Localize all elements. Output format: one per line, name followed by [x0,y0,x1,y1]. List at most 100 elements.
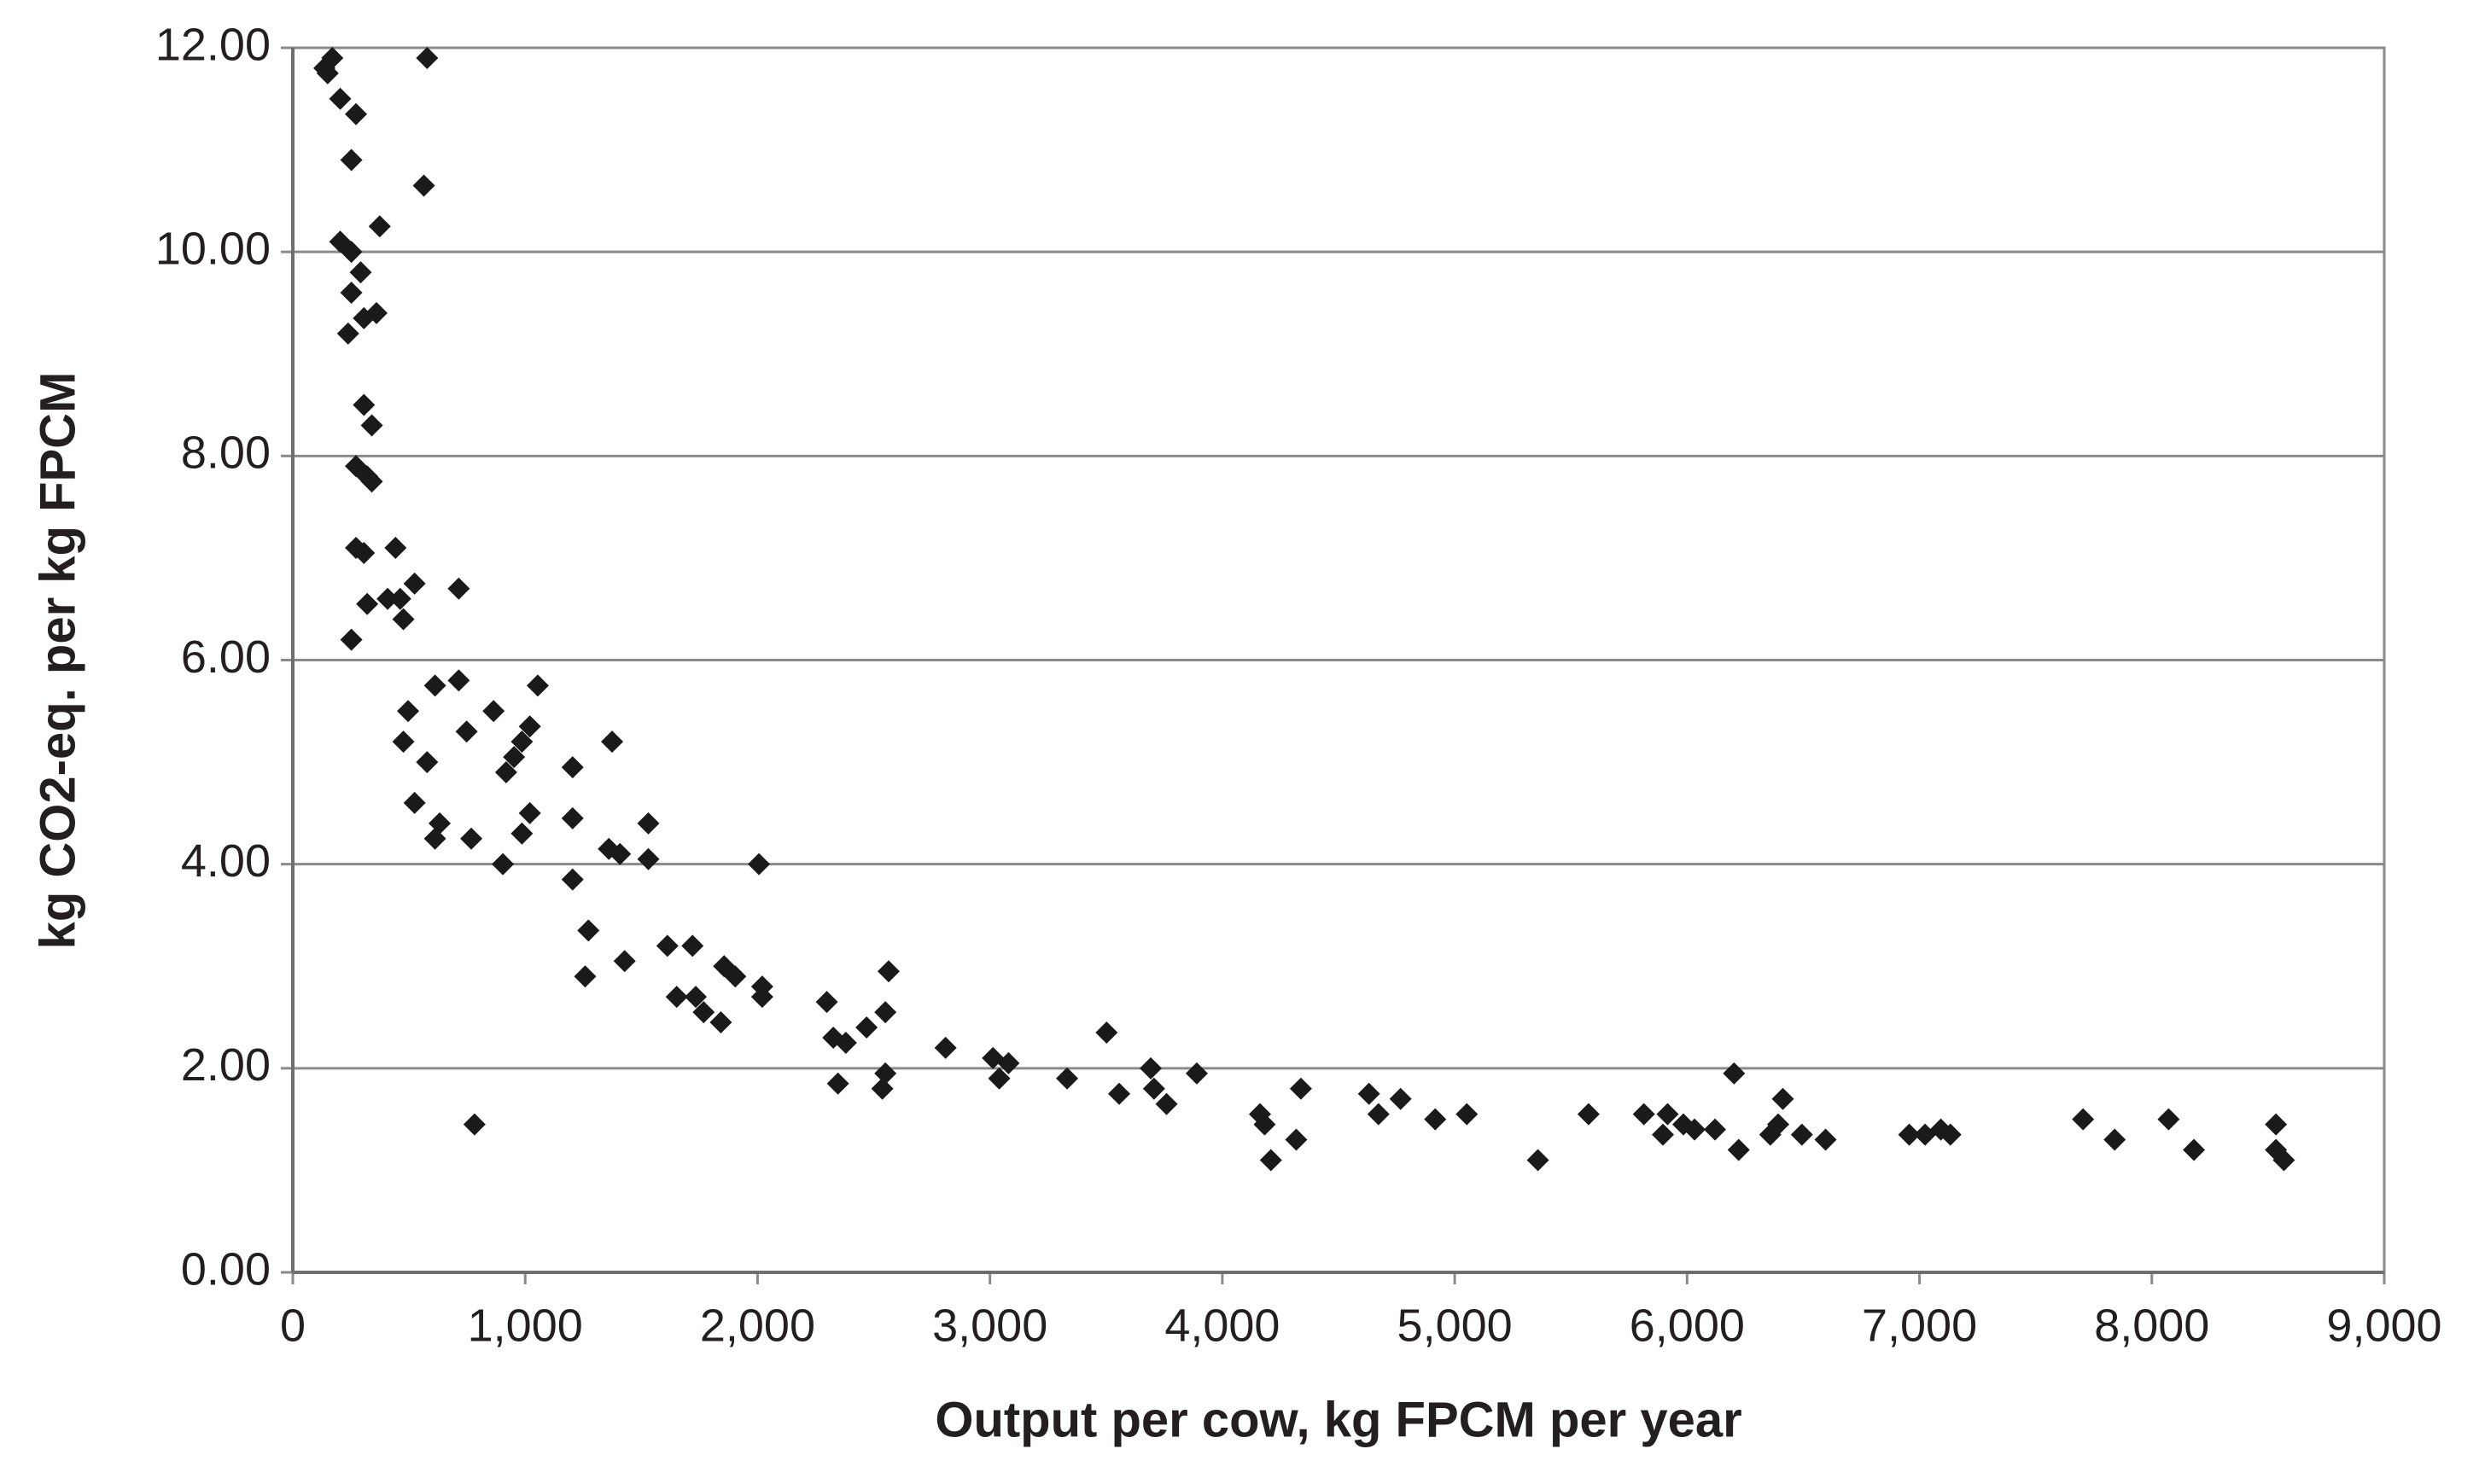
scatter-point [815,991,838,1014]
scatter-point [2072,1108,2095,1131]
scatter-point [574,965,597,988]
scatter-point [397,700,420,723]
x-tick-label: 6,000 [1630,1300,1745,1351]
x-tick-label: 3,000 [932,1300,1047,1351]
scatter-point [834,1031,857,1054]
scatter-point [1704,1118,1726,1141]
scatter-point [1357,1082,1380,1105]
scatter-point [494,761,517,784]
scatter-point [1056,1067,1079,1090]
scatter-point [510,730,534,754]
x-tick-label: 9,000 [2326,1300,2441,1351]
scatter-point [2272,1149,2295,1172]
scatter-point [353,306,376,329]
scatter-point [360,470,383,493]
scatter-point [1898,1123,1921,1146]
scatter-point [1652,1123,1675,1146]
scatter-point [412,174,435,197]
scatter-point [447,669,470,692]
scatter-point [503,746,526,769]
scatter-point [392,730,415,754]
scatter-point [510,822,534,845]
y-tick-label: 0.00 [181,1243,271,1295]
y-tick-label: 4.00 [181,835,271,887]
scatter-point [637,847,660,870]
scatter-point [1259,1149,1282,1172]
scatter-point [1455,1103,1479,1126]
x-tick-label: 5,000 [1397,1300,1513,1351]
scatter-point [353,393,376,416]
x-axis-title: Output per cow, kg FPCM per year [935,1392,1741,1447]
scatter-point [340,282,363,304]
scatter-point [613,950,636,973]
scatter-point [1632,1103,1655,1126]
scatter-point [353,541,376,564]
scatter-point [518,801,541,824]
scatter-point [1771,1087,1794,1110]
scatter-point [692,1001,715,1024]
scatter-point [2183,1138,2206,1161]
scatter-point [349,261,372,284]
scatter-point [1389,1087,1412,1110]
scatter-point [368,215,391,238]
scatter-point [1577,1103,1600,1126]
scatter-point [340,241,363,264]
scatter-point [748,853,771,876]
scatter-point [384,536,407,559]
scatter-point [403,572,426,595]
scatter-point [1790,1123,1813,1146]
scatter-point [826,1072,849,1095]
scatter-point [1155,1092,1178,1115]
scatter-point [2157,1108,2180,1131]
scatter-point [356,592,379,615]
scatter-point [1526,1149,1549,1172]
scatter-point [601,730,624,754]
scatter-point [934,1036,957,1059]
scatter-point [329,87,352,110]
scatter-point [416,751,439,774]
scatter-point [345,102,368,125]
scatter-point [988,1067,1011,1090]
scatter-point [665,986,688,1009]
scatter-point [1939,1123,1962,1146]
scatter-point [874,1062,897,1085]
scatter-point [750,986,773,1009]
scatter-point [1185,1062,1208,1085]
scatter-point [609,842,632,865]
scatter-point [2265,1113,2288,1136]
scatter-point [340,628,363,651]
scatter-point [376,587,400,610]
scatter-point [1424,1108,1447,1131]
scatter-point [316,61,339,84]
scatter-point [855,1016,878,1039]
scatter-point [561,756,584,779]
scatter-point [403,791,426,814]
y-tick-label: 10.00 [155,223,271,274]
scatter-point [871,1077,894,1100]
scatter-point [526,674,549,697]
scatter-point [2103,1128,2126,1151]
x-tick-label: 8,000 [2094,1300,2209,1351]
scatter-point [681,934,704,957]
scatter-point [1723,1062,1746,1085]
scatter-point [997,1051,1020,1074]
scatter-point [874,1001,897,1024]
scatter-point [1683,1118,1706,1141]
scatter-point [561,806,584,829]
x-tick-label: 4,000 [1164,1300,1280,1351]
scatter-point [463,1113,486,1136]
scatter-point [1140,1056,1163,1080]
scatter-point [360,414,383,437]
scatter-point [1253,1113,1276,1136]
scatter-point [336,322,359,345]
scatter-point [1108,1082,1131,1105]
scatter-point [1095,1021,1118,1044]
scatter-point [1727,1138,1750,1161]
scatter-point [1814,1128,1837,1151]
scatter-point [877,960,900,983]
x-tick-label: 2,000 [700,1300,815,1351]
scatter-point [460,827,483,850]
scatter-point [656,934,679,957]
